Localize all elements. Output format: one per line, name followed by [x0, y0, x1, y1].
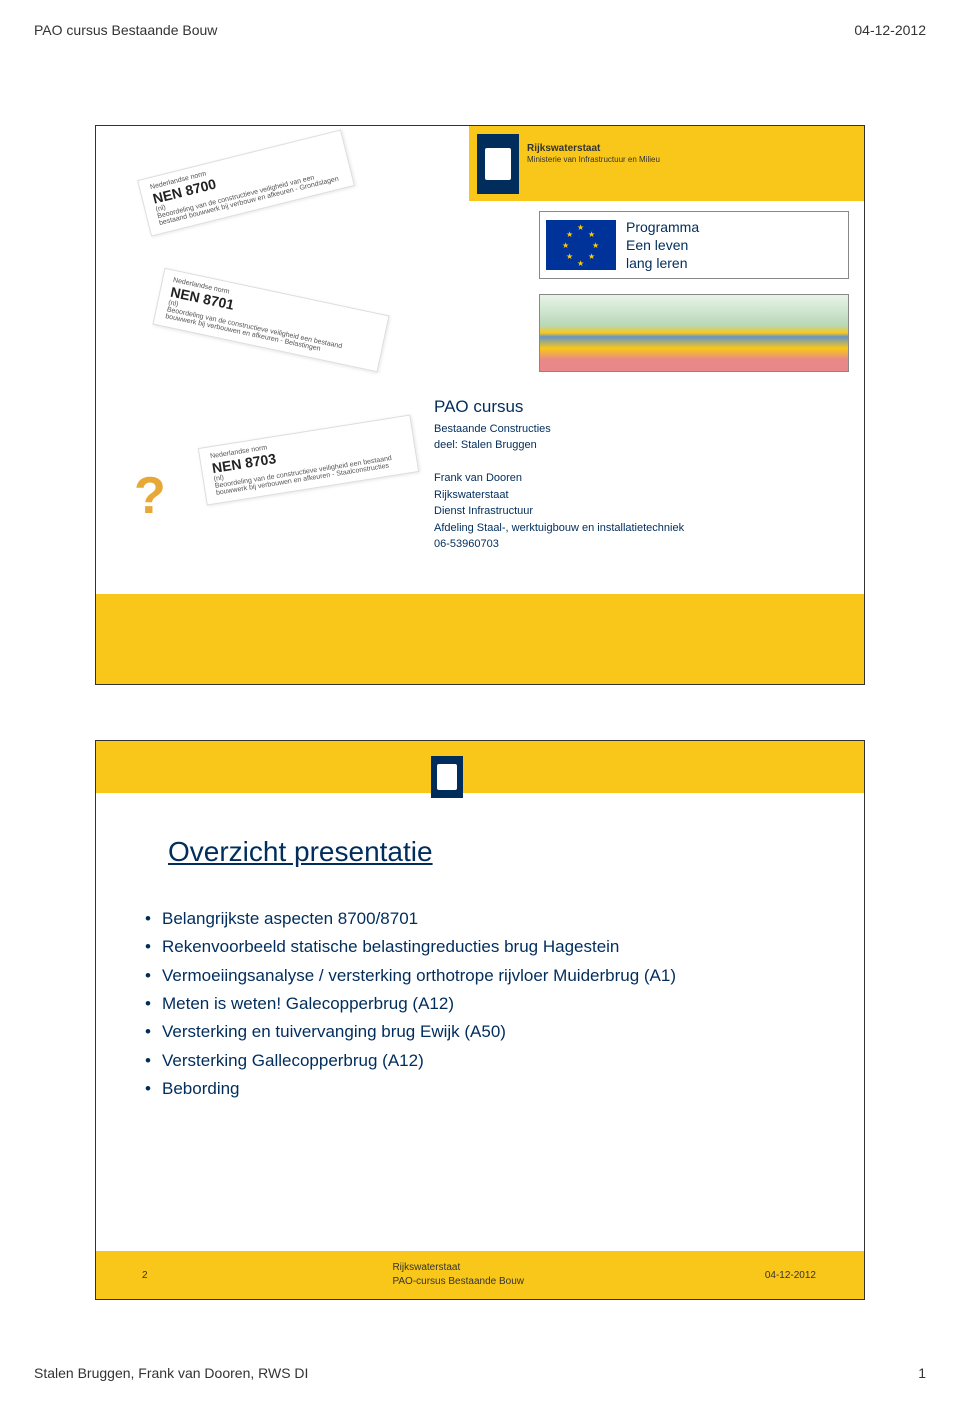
- eu-stars-icon: ★ ★ ★ ★ ★ ★ ★ ★: [562, 226, 600, 264]
- slide2-footer-date: 04-12-2012: [765, 1270, 816, 1281]
- pao-tel: 06-53960703: [434, 536, 704, 553]
- question-mark-icon: ?: [134, 466, 166, 526]
- slide-2-content: Overzicht presentatie Belangrijkste aspe…: [96, 741, 864, 1299]
- pao-sub2: deel: Stalen Bruggen: [434, 437, 704, 454]
- pao-course-info: PAO cursus Bestaande Constructies deel: …: [434, 394, 704, 553]
- slide1-bottom-bar: [96, 594, 864, 684]
- page-header-left: PAO cursus Bestaande Bouw: [34, 22, 217, 38]
- bullet-item: Versterking en tuivervanging brug Ewijk …: [142, 1019, 804, 1045]
- page-footer-left: Stalen Bruggen, Frank van Dooren, RWS DI: [34, 1365, 308, 1381]
- pao-org: Rijkswaterstaat: [434, 487, 704, 504]
- eu-line2: Een leven: [626, 236, 699, 254]
- bullet-item: Meten is weten! Galecopperbrug (A12): [142, 991, 804, 1017]
- nen-8703-box: Nederlandse norm NEN 8703 (nl) Beoordeli…: [198, 415, 419, 506]
- slide2-footer-course: PAO-cursus Bestaande Bouw: [392, 1276, 524, 1287]
- pao-title: PAO cursus: [434, 394, 704, 420]
- bullet-item: Belangrijkste aspecten 8700/8701: [142, 906, 804, 932]
- bullet-item: Vermoeiingsanalyse / versterking orthotr…: [142, 963, 804, 989]
- slide2-bullet-list: Belangrijkste aspecten 8700/8701 Rekenvo…: [142, 906, 804, 1104]
- slide2-page-number: 2: [142, 1270, 148, 1281]
- rws-ministry: Ministerie van Infrastructuur en Milieu: [527, 155, 660, 165]
- slide2-title: Overzicht presentatie: [168, 836, 433, 868]
- pao-dept: Dienst Infrastructuur: [434, 503, 704, 520]
- nen-8700-box: Nederlandse norm NEN 8700 (nl) Beoordeli…: [137, 129, 355, 236]
- bullet-item: Bebording: [142, 1076, 804, 1102]
- eu-programme-text: Programma Een leven lang leren: [626, 218, 699, 273]
- slide-1-content: Nederlandse norm NEN 8700 (nl) Beoordeli…: [96, 126, 864, 684]
- eu-programme-box: ★ ★ ★ ★ ★ ★ ★ ★ Programma Een leven lang…: [539, 211, 849, 279]
- slide1-header-bar: Rijkswaterstaat Ministerie van Infrastru…: [469, 126, 864, 201]
- bullet-item: Rekenvoorbeeld statische belastingreduct…: [142, 934, 804, 960]
- eu-flag-icon: ★ ★ ★ ★ ★ ★ ★ ★: [546, 220, 616, 270]
- bullet-item: Versterking Gallecopperbrug (A12): [142, 1048, 804, 1074]
- rws-org-text: Rijkswaterstaat Ministerie van Infrastru…: [527, 134, 660, 165]
- page-footer-right: 1: [918, 1365, 926, 1381]
- bridge-render-image: [539, 294, 849, 372]
- rws-name: Rijkswaterstaat: [527, 142, 660, 155]
- slide2-footer-mid: Rijkswaterstaat PAO-cursus Bestaande Bou…: [392, 1261, 524, 1289]
- page-header-right: 04-12-2012: [854, 22, 926, 38]
- slide2-top-bar: [96, 741, 864, 793]
- nl-crest-small-icon: [431, 756, 463, 798]
- eu-line3: lang leren: [626, 254, 699, 272]
- nl-crest-icon: [477, 134, 519, 194]
- slide-2: Overzicht presentatie Belangrijkste aspe…: [95, 740, 865, 1300]
- slide2-footer-bar: 2 Rijkswaterstaat PAO-cursus Bestaande B…: [96, 1251, 864, 1299]
- pao-sub1: Bestaande Constructies: [434, 421, 704, 438]
- eu-line1: Programma: [626, 218, 699, 236]
- pao-afd: Afdeling Staal-, werktuigbouw en install…: [434, 520, 704, 537]
- slide-1: Nederlandse norm NEN 8700 (nl) Beoordeli…: [95, 125, 865, 685]
- pao-author: Frank van Dooren: [434, 470, 704, 487]
- nen-8701-box: Nederlandse norm NEN 8701 (nl) Beoordeli…: [152, 268, 389, 373]
- slide2-footer-org: Rijkswaterstaat: [392, 1262, 460, 1273]
